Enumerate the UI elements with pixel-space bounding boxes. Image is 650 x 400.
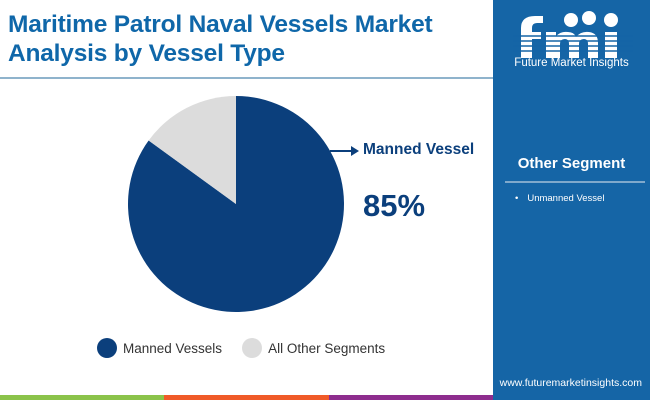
- footer-bar-purple: [328, 395, 493, 400]
- legend-label: All Other Segments: [268, 340, 386, 356]
- callout-arrow-icon: [330, 146, 359, 156]
- callout-label: Manned Vessel: [363, 141, 475, 158]
- page-title: Maritime Patrol Naval Vessels Market Ana…: [8, 11, 433, 67]
- pie-slice-all-other-segments: [148, 96, 236, 204]
- legend-item-other: All Other Segments: [242, 338, 385, 358]
- legend-swatch: [97, 338, 117, 358]
- legend-swatch: [242, 338, 263, 358]
- footer-bar-orange: [164, 395, 329, 400]
- segment-divider: [505, 181, 645, 183]
- fmi-logo-icon: [513, 11, 633, 58]
- legend-item-manned: Manned Vessels: [97, 338, 222, 358]
- footer-color-bar: [0, 395, 493, 400]
- legend-label: Manned Vessels: [123, 340, 223, 356]
- logo-text: Future Market Insights: [514, 57, 629, 69]
- callout-value: 85%: [363, 188, 426, 223]
- segment-item: Unmanned Vessel: [515, 193, 604, 204]
- sidebar: Future Market Insights Other Segment Unm…: [493, 0, 650, 400]
- footer-bar-green: [0, 395, 165, 400]
- pie-chart: [127, 96, 345, 312]
- chart-legend: Manned Vessels All Other Segments: [97, 338, 405, 358]
- other-segment-title: Other Segment: [517, 155, 626, 172]
- title-divider: [0, 77, 493, 79]
- website-url[interactable]: www.futuremarketinsights.com: [499, 377, 642, 389]
